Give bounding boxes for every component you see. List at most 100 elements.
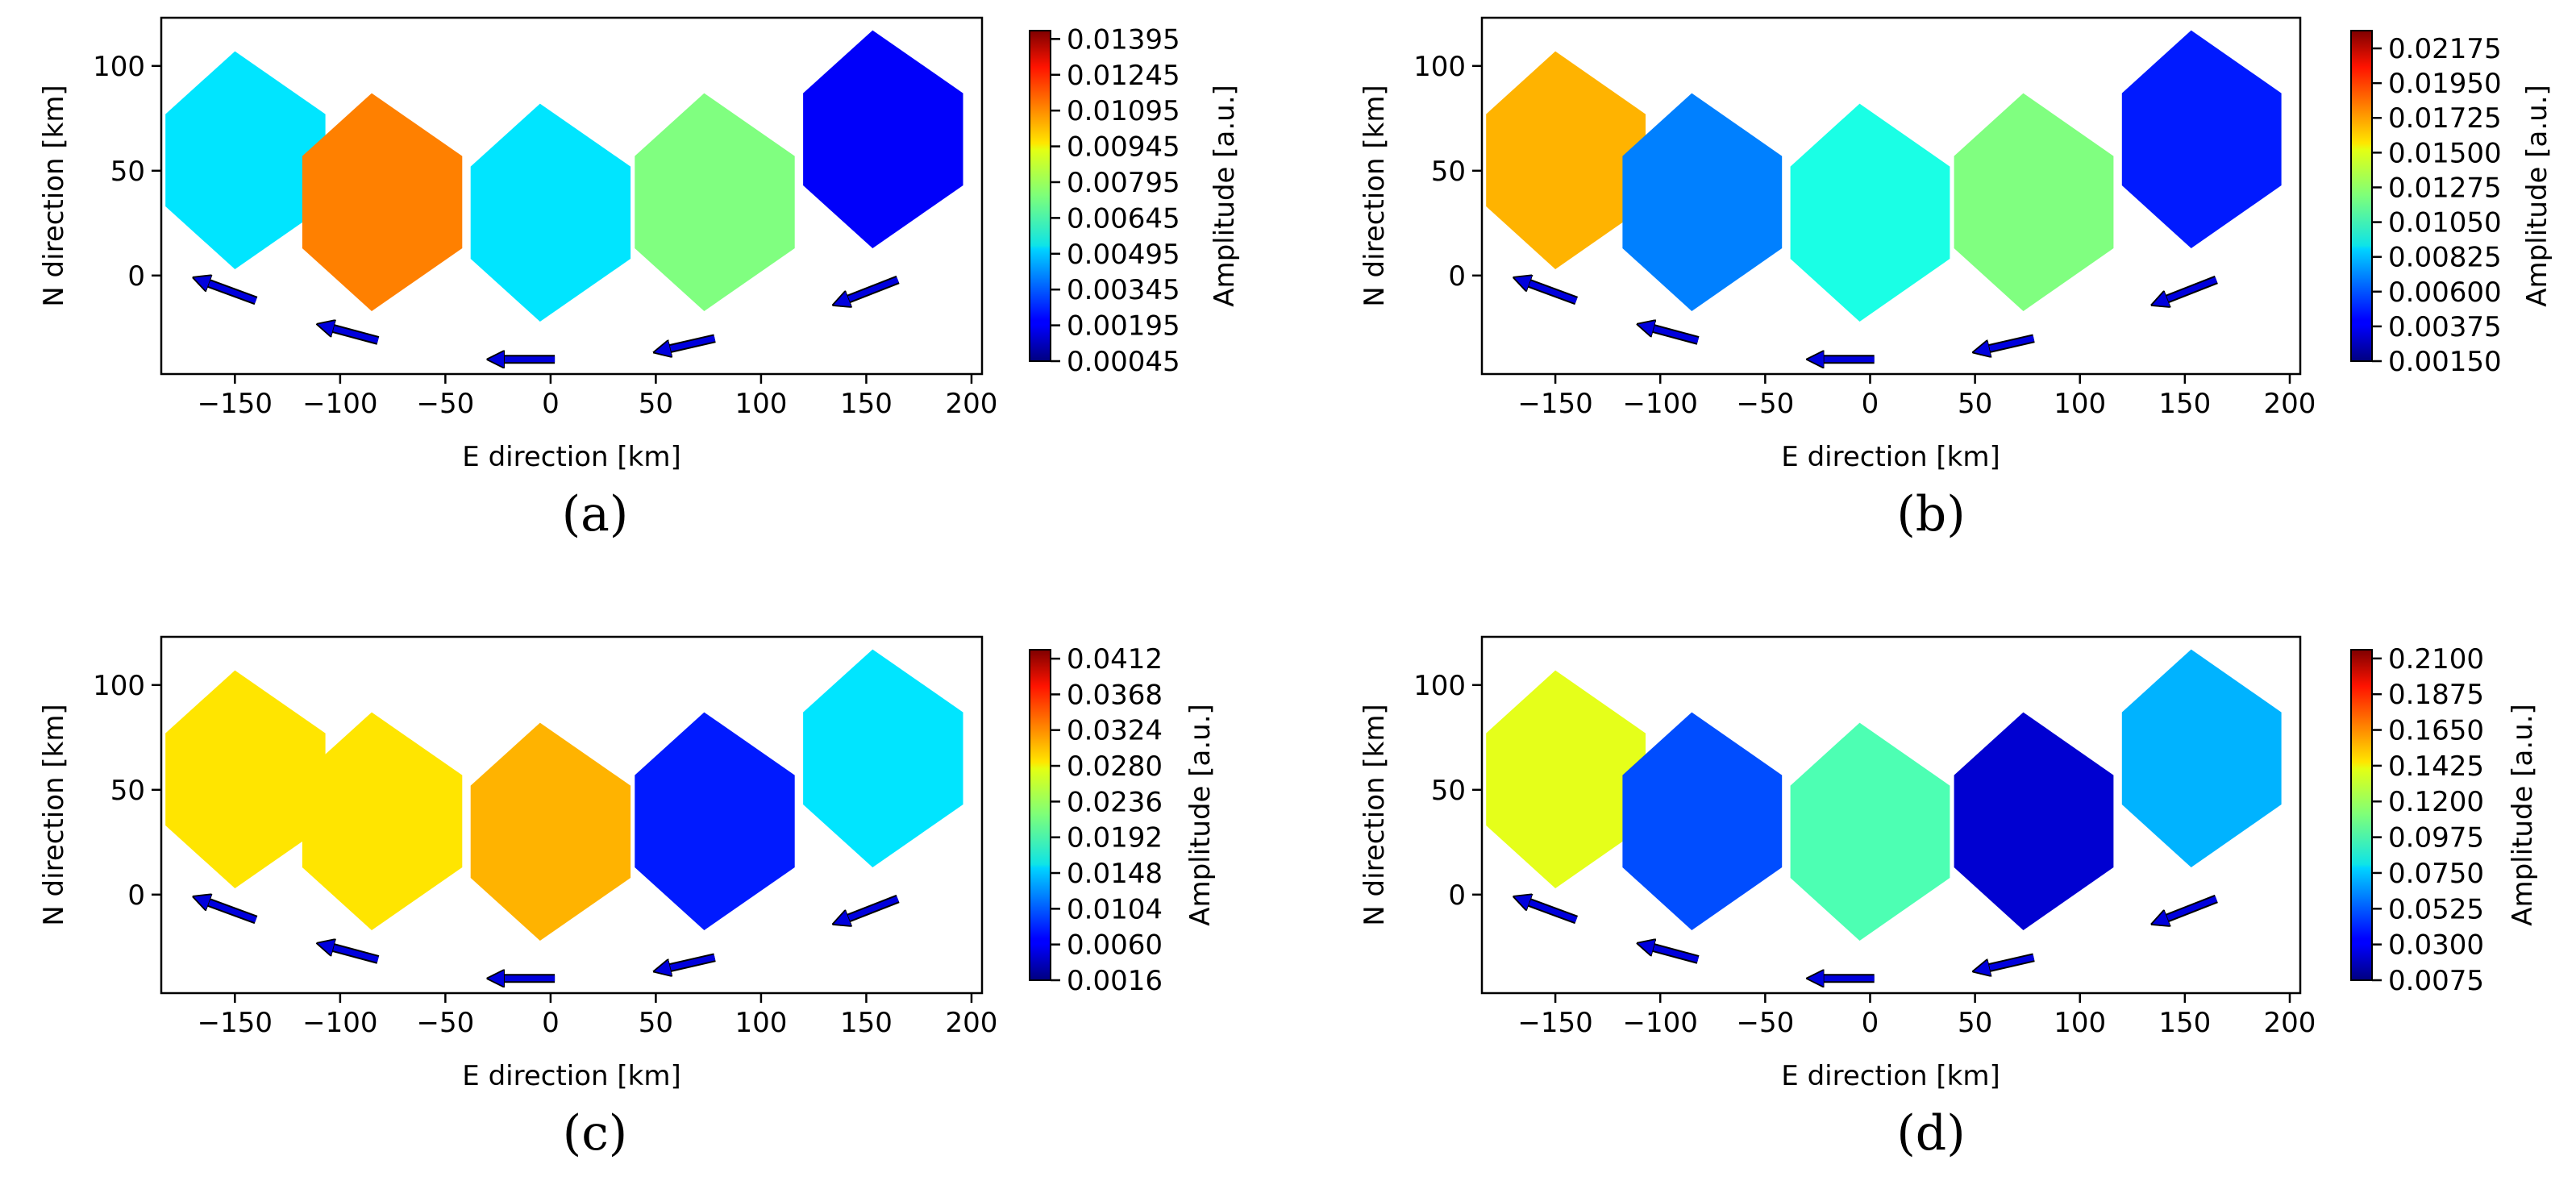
colorbar-tick-label: 0.00825 [2388, 242, 2502, 274]
colorbar-tick-label: 0.0412 [1067, 643, 1163, 676]
slip-arrow-fill-1 [1520, 899, 1578, 923]
x-tick-label: 200 [945, 388, 997, 420]
patch-1 [165, 51, 326, 269]
x-tick-label: −50 [1736, 388, 1794, 420]
axes-frame [160, 635, 984, 995]
axes-frame [160, 16, 984, 376]
panel-c: −150 −100 −50 0 50 100 150 200 0 50 100 E directi… [38, 635, 1217, 1162]
slip-arrow-fill-1 [1520, 280, 1578, 304]
x-tick-label: −100 [1623, 388, 1698, 420]
x-ticks: −150 −100 −50 0 50 100 150 200 [1517, 993, 2316, 1039]
colorbar-tick-label: 0.01275 [2388, 172, 2502, 204]
x-tick-label: 100 [2054, 388, 2106, 420]
colorbar: 0.001500.003750.006000.008250.010500.012… [2350, 30, 2553, 378]
x-tick-label: 50 [1958, 1007, 1992, 1039]
x-tick-label: −100 [302, 1007, 377, 1039]
panel-label-b: (b) [1896, 486, 1965, 543]
colorbar-gradient [1029, 649, 1051, 981]
slip-arrow-fill-5 [839, 276, 899, 303]
arrows [1520, 896, 2218, 979]
colorbar-tick-label: 0.01500 [2388, 137, 2502, 169]
x-axis-label: E direction [km] [462, 1060, 680, 1092]
x-tick-label: 50 [1958, 388, 1992, 420]
slip-arrow-fill-1 [199, 899, 257, 923]
x-tick-label: −150 [198, 388, 273, 420]
patches [165, 30, 963, 322]
y-tick-label: 50 [1431, 156, 1466, 188]
colorbar-tick-label: 0.00375 [2388, 311, 2502, 343]
slip-arrow-fill-2 [1643, 945, 1699, 962]
x-tick-label: −100 [302, 388, 377, 420]
y-tick-label: 100 [93, 670, 145, 702]
colorbar-tick-label: 0.1875 [2388, 679, 2484, 711]
patch-5 [2121, 649, 2282, 867]
colorbar-tick-label: 0.1425 [2388, 750, 2484, 783]
colorbar-tick-label: 0.00045 [1067, 346, 1180, 378]
patch-2 [1622, 712, 1783, 930]
x-tick-label: 150 [2158, 1007, 2211, 1039]
colorbar-tick-label: 0.0525 [2388, 893, 2484, 925]
colorbar-tick-label: 0.00195 [1067, 310, 1180, 343]
y-tick-label: 0 [127, 879, 145, 912]
patch-5 [803, 30, 963, 248]
colorbar-tick-label: 0.2100 [2388, 643, 2484, 676]
y-tick-label: 0 [1448, 879, 1466, 912]
patch-4 [1954, 93, 2114, 311]
panel-label-d: (d) [1896, 1105, 1965, 1162]
colorbar-tick-label: 0.0280 [1067, 750, 1163, 783]
colorbar-ticks: 0.001500.003750.006000.008250.010500.012… [2372, 33, 2502, 378]
slip-arrow-fill-5 [839, 896, 899, 922]
x-tick-label: 200 [2264, 1007, 2316, 1039]
patches [165, 649, 963, 941]
x-tick-label: 100 [735, 1007, 787, 1039]
colorbar-tick-label: 0.0016 [1067, 965, 1163, 997]
patch-4 [635, 93, 795, 311]
arrows [199, 896, 900, 979]
y-ticks: 0 50 100 [1413, 51, 1482, 293]
colorbar-tick-label: 0.00150 [2388, 346, 2502, 378]
y-tick-label: 100 [93, 51, 145, 83]
plot-area: −150 −100 −50 0 50 100 150 200 0 50 100 E directi… [1359, 635, 2316, 1092]
colorbar-tick-label: 0.01725 [2388, 102, 2502, 135]
y-tick-label: 50 [110, 775, 145, 807]
x-axis-label: E direction [km] [1781, 441, 2000, 473]
x-tick-label: −50 [417, 1007, 475, 1039]
colorbar-tick-label: 0.0750 [2388, 858, 2484, 890]
axes-frame [1480, 16, 2302, 376]
patch-1 [165, 670, 326, 888]
x-tick-label: 150 [2158, 388, 2211, 420]
colorbar-tick-label: 0.0236 [1067, 786, 1163, 818]
panel-a: −150 −100 −50 0 50 100 150 200 0 50 100 E directi… [38, 16, 1241, 543]
slip-arrow-fill-2 [323, 326, 379, 343]
y-tick-label: 100 [1413, 670, 1466, 702]
colorbar-tick-label: 0.01050 [2388, 207, 2502, 239]
x-tick-label: 0 [1862, 388, 1879, 420]
patch-3 [470, 103, 631, 322]
x-axis-label: E direction [km] [1781, 1060, 2000, 1092]
x-tick-label: −50 [1736, 1007, 1794, 1039]
slip-arrow-fill-1 [199, 280, 257, 304]
x-tick-label: −50 [417, 388, 475, 420]
arrows [1520, 280, 2218, 360]
colorbar-tick-label: 0.01395 [1067, 23, 1180, 56]
panel-b: −150 −100 −50 0 50 100 150 200 0 50 100 E directi… [1359, 16, 2553, 543]
slip-arrow-fill-5 [2158, 896, 2218, 922]
slip-arrow-fill-4 [1979, 335, 2035, 351]
axes-frame [1480, 635, 2302, 995]
slip-arrow-fill-2 [1643, 326, 1699, 343]
y-ticks: 0 50 100 [93, 670, 161, 912]
slip-arrow-fill-4 [1979, 954, 2035, 971]
y-ticks: 0 50 100 [1413, 670, 1482, 912]
x-ticks: −150 −100 −50 0 50 100 150 200 [198, 993, 997, 1039]
x-ticks: −150 −100 −50 0 50 100 150 200 [1517, 374, 2316, 420]
x-tick-label: −100 [1623, 1007, 1698, 1039]
x-tick-label: 200 [2264, 388, 2316, 420]
colorbar-tick-label: 0.00600 [2388, 276, 2502, 309]
y-tick-label: 0 [1448, 260, 1466, 293]
x-tick-label: 0 [542, 1007, 560, 1039]
patch-2 [302, 712, 463, 930]
